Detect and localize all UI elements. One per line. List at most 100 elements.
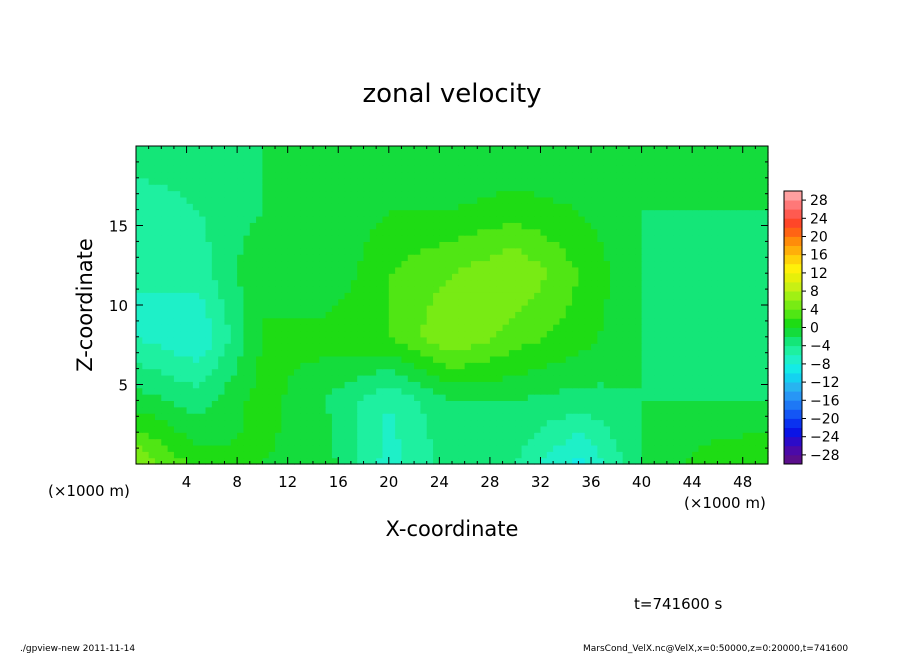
field-cell: [224, 387, 232, 395]
field-cell: [635, 158, 643, 166]
field-cell: [401, 451, 409, 459]
field-cell: [192, 362, 200, 370]
field-cell: [755, 400, 763, 408]
field-cell: [243, 336, 251, 344]
field-cell: [679, 292, 687, 300]
field-cell: [256, 260, 263, 268]
field-cell: [489, 254, 497, 262]
field-cell: [553, 343, 561, 351]
field-cell: [546, 235, 554, 242]
field-cell: [534, 438, 542, 446]
field-cell: [211, 222, 219, 230]
field-cell: [211, 279, 219, 287]
field-cell: [565, 387, 573, 395]
field-cell: [521, 432, 529, 440]
field-cell: [647, 203, 655, 211]
field-cell: [610, 241, 617, 249]
field-cell: [350, 292, 358, 300]
field-cell: [515, 260, 523, 268]
field-cell: [369, 292, 377, 300]
field-cell: [685, 171, 693, 179]
field-cell: [673, 215, 681, 223]
field-cell: [717, 260, 725, 268]
field-cell: [578, 400, 586, 408]
field-cell: [211, 387, 219, 395]
field-cell: [673, 158, 681, 166]
field-cell: [730, 317, 737, 325]
field-cell: [294, 184, 301, 192]
field-cell: [357, 254, 365, 262]
field-cell: [363, 444, 371, 452]
field-cell: [445, 222, 453, 230]
field-cell: [647, 311, 655, 319]
field-cell: [218, 285, 226, 293]
field-cell: [249, 215, 257, 223]
field-cell: [401, 215, 409, 223]
field-cell: [344, 247, 352, 255]
field-cell: [237, 298, 245, 306]
field-cell: [711, 196, 719, 204]
field-cell: [464, 196, 472, 204]
field-cell: [395, 387, 403, 395]
field-cell: [173, 158, 181, 166]
field-cell: [376, 336, 384, 344]
field-cell: [736, 336, 744, 344]
field-cell: [401, 457, 409, 465]
field-cell: [730, 432, 737, 440]
field-cell: [559, 241, 567, 249]
field-cell: [527, 413, 535, 421]
field-cell: [711, 222, 719, 230]
field-cell: [142, 171, 150, 179]
field-cell: [452, 451, 459, 459]
field-cell: [407, 406, 415, 414]
field-cell: [388, 413, 396, 421]
field-cell: [363, 305, 371, 312]
field-cell: [591, 292, 598, 300]
field-cell: [281, 324, 289, 332]
field-cell: [142, 368, 150, 376]
field-cell: [692, 387, 700, 395]
field-cell: [666, 177, 674, 185]
field-cell: [559, 254, 567, 262]
field-cell: [281, 285, 289, 293]
field-cell: [350, 381, 358, 389]
field-cell: [717, 171, 725, 179]
field-cell: [186, 349, 194, 357]
field-cell: [420, 177, 428, 185]
field-cell: [331, 457, 339, 465]
field-cell: [483, 330, 491, 338]
field-cell: [464, 374, 472, 382]
field-cell: [755, 209, 763, 217]
field-cell: [578, 425, 586, 433]
field-cell: [496, 203, 504, 211]
field-cell: [275, 247, 282, 255]
field-cell: [736, 209, 744, 217]
field-cell: [546, 425, 554, 433]
field-cell: [388, 425, 396, 433]
field-cell: [262, 184, 270, 192]
field-cell: [180, 451, 188, 459]
field-cell: [641, 235, 649, 242]
field-cell: [660, 266, 668, 274]
field-cell: [173, 419, 181, 427]
field-cell: [344, 311, 352, 319]
field-cell: [262, 222, 270, 230]
field-cell: [262, 387, 270, 395]
field-cell: [464, 349, 472, 357]
field-cell: [439, 311, 447, 319]
field-cell: [407, 171, 415, 179]
field-cell: [388, 158, 396, 166]
field-cell: [635, 177, 643, 185]
field-cell: [565, 273, 573, 281]
field-cell: [275, 438, 282, 446]
field-cell: [281, 235, 289, 242]
field-cell: [628, 146, 636, 153]
field-cell: [395, 177, 403, 185]
field-cell: [180, 247, 188, 255]
field-cell: [717, 343, 725, 351]
field-cell: [433, 368, 440, 376]
field-cell: [540, 343, 548, 351]
field-cell: [376, 425, 384, 433]
field-cell: [717, 209, 725, 217]
field-cell: [622, 381, 630, 389]
